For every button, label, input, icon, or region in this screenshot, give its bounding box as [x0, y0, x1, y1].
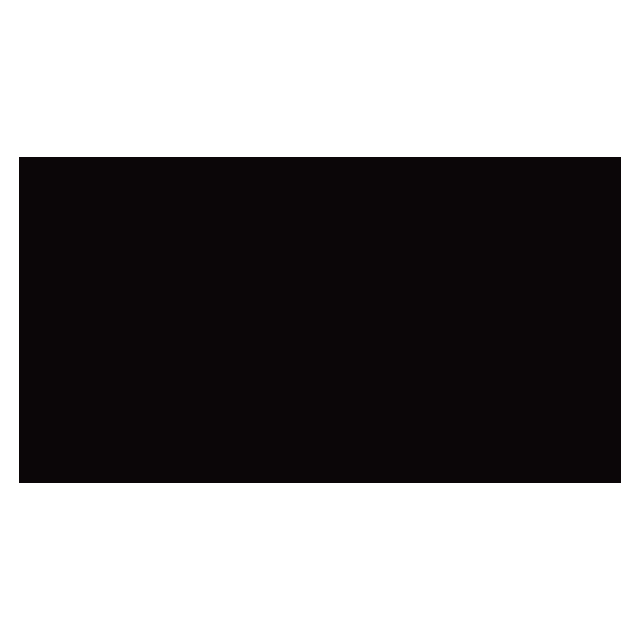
canvas — [0, 0, 640, 640]
black-rectangle — [19, 157, 621, 483]
